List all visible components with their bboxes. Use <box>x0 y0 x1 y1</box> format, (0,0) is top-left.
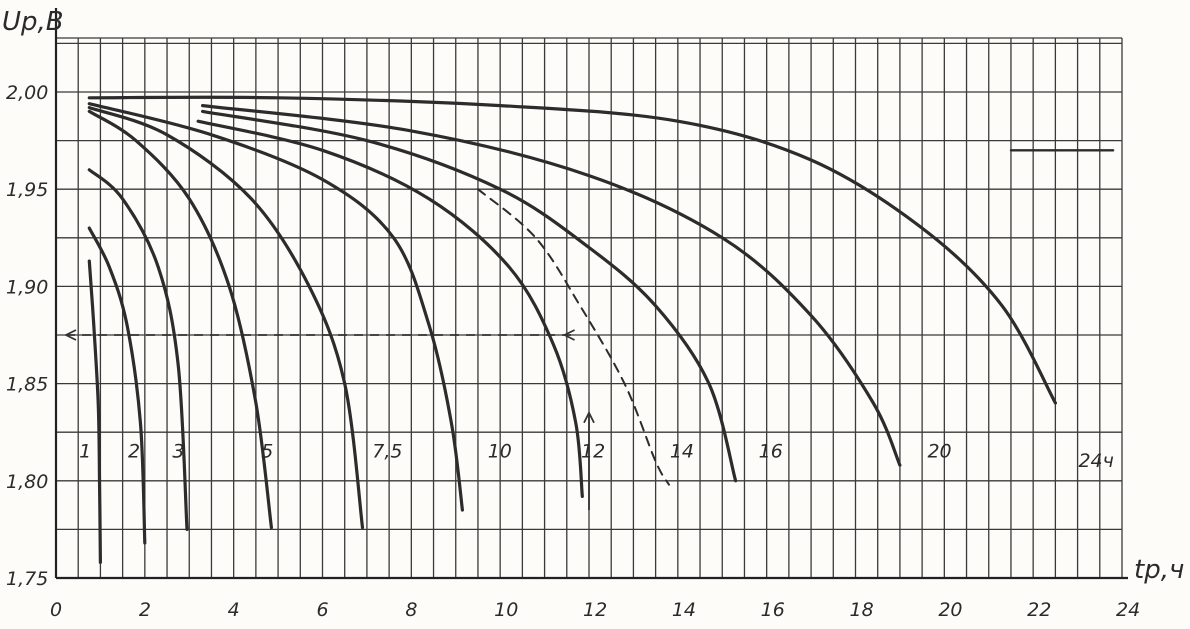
curve-label: 20 <box>927 440 951 462</box>
series-line-1 <box>87 259 102 564</box>
curve-label: 14 <box>670 440 694 462</box>
series-line-6 <box>87 102 464 512</box>
series-line-3 <box>87 168 189 531</box>
x-tick-label: 0 <box>50 599 62 621</box>
y-tick-label: 1,75 <box>6 568 48 590</box>
series-curves <box>87 95 1115 564</box>
curve-label: 24ч <box>1078 450 1113 472</box>
left-arrow-icon <box>63 329 77 341</box>
y-tick-label: 1,85 <box>6 374 48 396</box>
x-tick-label: 14 <box>672 599 696 621</box>
x-axis-title: tр,ч <box>1134 555 1184 585</box>
curve-label: 16 <box>759 440 783 462</box>
curve-label: 10 <box>488 440 512 462</box>
y-tick-label: 2,00 <box>6 82 48 104</box>
y-tick-label: 1,90 <box>6 276 48 298</box>
reference-line-group <box>63 329 595 510</box>
up-arrow-icon <box>583 410 595 424</box>
x-tick-label: 20 <box>938 599 962 621</box>
x-tick-label: 10 <box>494 599 518 621</box>
curve-label: 7,5 <box>372 440 402 462</box>
curve-label: 2 <box>128 440 140 462</box>
x-tick-label: 8 <box>405 599 417 621</box>
curve-label: 3 <box>172 440 184 462</box>
series-line-5 <box>87 106 365 530</box>
x-tick-label: 12 <box>583 599 607 621</box>
series-line-7 <box>196 119 584 498</box>
x-tick-label: 18 <box>850 599 874 621</box>
curve-label: 1 <box>79 440 91 462</box>
x-tick-label: 22 <box>1027 599 1051 621</box>
series-line-8 <box>477 188 670 486</box>
y-tick-label: 1,80 <box>6 471 48 493</box>
x-tick-label: 6 <box>317 599 329 621</box>
curve-label: 12 <box>581 440 605 462</box>
series-line-4 <box>87 109 273 530</box>
y-tick-label: 1,95 <box>6 179 48 201</box>
series-line-2 <box>87 226 147 545</box>
series-line-10 <box>201 104 902 467</box>
x-tick-label: 2 <box>139 599 151 621</box>
x-tick-label: 16 <box>761 599 785 621</box>
curve-labels: 1 2 3 5 7,5 10 12 14 16 20 24ч <box>79 440 1114 472</box>
series-line-9 <box>201 109 738 483</box>
x-tick-label: 4 <box>228 599 240 621</box>
series-line-11 <box>87 95 1057 405</box>
curve-label: 5 <box>261 440 273 462</box>
y-axis-title: Uр,В <box>2 7 64 37</box>
tick-labels: 0 2 4 6 8 10 12 14 16 18 20 22 242,001,951,901,851,8… <box>6 82 1140 621</box>
left-arrow-icon <box>562 329 575 341</box>
x-tick-label: 24 <box>1116 599 1140 621</box>
